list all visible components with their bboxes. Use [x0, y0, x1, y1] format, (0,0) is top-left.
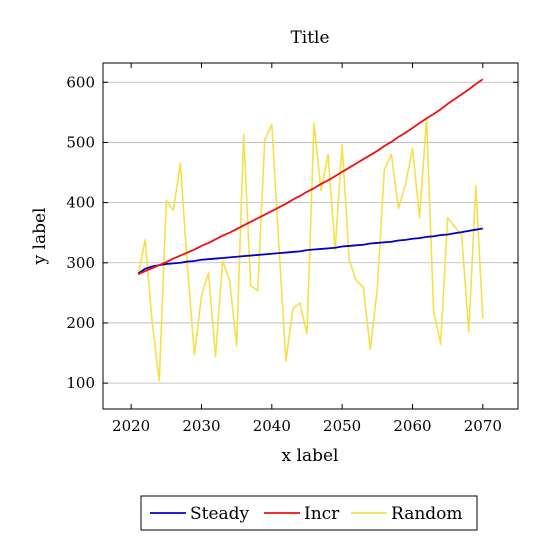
plot-frame — [102, 62, 519, 410]
x-tick-label: 2040 — [253, 417, 291, 435]
x-tick-label: 2050 — [323, 417, 361, 435]
y-tick-label: 500 — [66, 133, 95, 151]
legend-label-random: Random — [391, 504, 463, 524]
series-line-random — [137, 117, 484, 382]
y-tick-label: 300 — [66, 254, 95, 272]
x-axis-label: x label — [282, 446, 339, 466]
x-tick-label: 2030 — [182, 417, 220, 435]
series-layer — [137, 78, 484, 382]
legend: Steady Incr Random — [140, 495, 478, 531]
y-axis: 100 200 300 400 500 600 — [66, 73, 518, 392]
chart-title: Title — [290, 28, 329, 48]
legend-box — [140, 495, 478, 531]
x-tick-label: 2060 — [393, 417, 431, 435]
y-tick-label: 400 — [66, 194, 95, 212]
y-axis-label: y label — [30, 208, 50, 266]
x-axis: 2020 2030 2040 2050 2060 2070 — [112, 63, 502, 435]
x-tick-label: 2020 — [112, 417, 150, 435]
legend-label-steady: Steady — [190, 504, 250, 524]
series-line-steady — [137, 227, 483, 275]
x-tick-label: 2070 — [464, 417, 502, 435]
legend-label-incr: Incr — [304, 504, 340, 524]
y-tick-label: 600 — [66, 73, 95, 91]
series-line-incr — [137, 78, 484, 276]
y-tick-label: 100 — [66, 374, 95, 392]
y-tick-label: 200 — [66, 314, 95, 332]
